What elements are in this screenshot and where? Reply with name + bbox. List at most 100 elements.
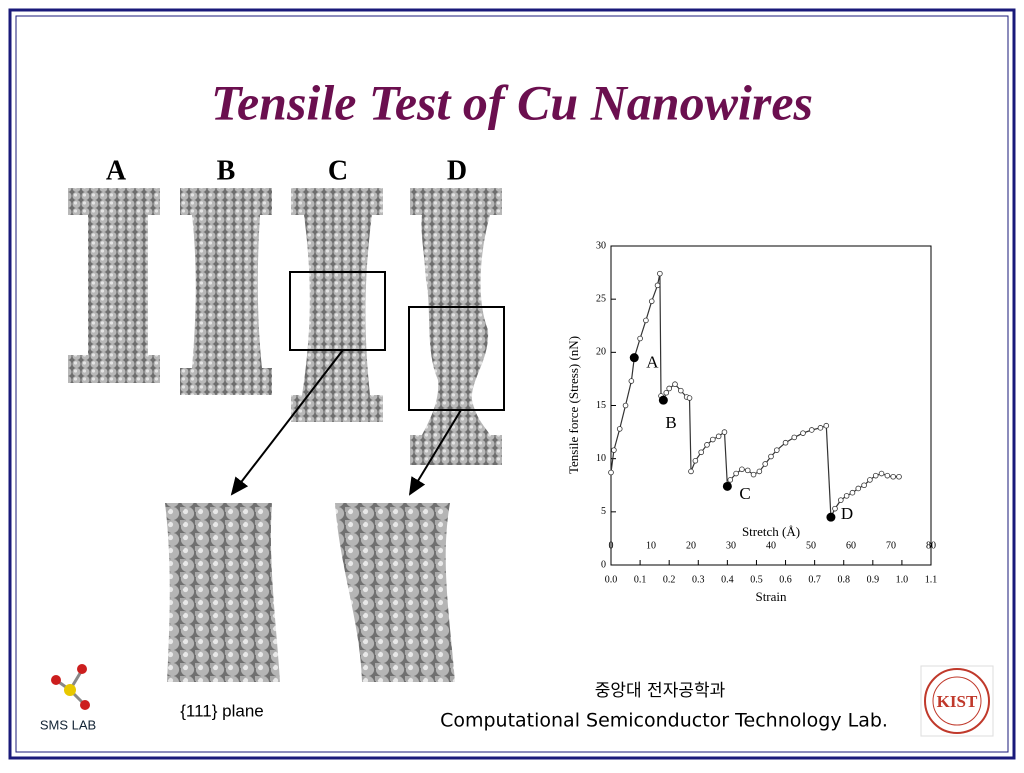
x2-tick-label: 10	[646, 540, 656, 551]
frame-inner	[15, 15, 1009, 753]
annotation-point	[722, 481, 732, 491]
data-point	[838, 497, 844, 503]
data-point	[663, 389, 670, 396]
zoom-image	[165, 503, 280, 682]
x-tick-label: 0.6	[779, 574, 792, 585]
data-point	[622, 402, 629, 409]
data-point	[782, 439, 789, 446]
x2-tick-label: 30	[726, 540, 736, 551]
x-tick-label: 0.5	[750, 574, 763, 585]
annotation-point	[826, 512, 836, 522]
data-point	[611, 447, 617, 453]
logo-text: SMS LAB	[40, 717, 96, 732]
data-point	[756, 468, 763, 475]
slide-title: Tensile Test of Cu Nanowires	[211, 74, 813, 130]
data-point	[704, 442, 710, 448]
x-tick-label: 0.2	[663, 574, 676, 585]
data-point	[616, 426, 623, 432]
panel-label: A	[106, 155, 127, 186]
x-tick-label: 0.3	[692, 574, 705, 585]
y-tick-label: 5	[601, 506, 606, 517]
panel-label: C	[328, 155, 348, 186]
zoom-box	[408, 306, 505, 411]
data-point	[744, 467, 751, 474]
data-point	[878, 470, 885, 477]
x-tick-label: 0.7	[808, 574, 821, 585]
x2-tick-label: 20	[686, 540, 696, 551]
y-tick-label: 15	[596, 400, 606, 411]
data-point	[823, 422, 830, 429]
panel-label: D	[447, 155, 467, 186]
data-point	[727, 477, 734, 483]
x2-tick-label: 60	[846, 540, 856, 551]
data-point	[686, 395, 693, 401]
annotation-label: D	[841, 504, 853, 523]
x-tick-label: 0.8	[837, 574, 850, 585]
sms-logo: SMS LAB	[40, 664, 96, 732]
footer-lab: Computational Semiconductor Technology L…	[440, 710, 888, 732]
annotation-label: C	[739, 484, 750, 503]
data-point	[733, 470, 739, 477]
x2-axis-label: Stretch (Å)	[742, 524, 800, 539]
x2-tick-label: 0	[609, 540, 614, 551]
chart: Strain Stretch (Å) Tensile force (Stress…	[566, 240, 937, 604]
data-point	[657, 270, 663, 277]
arrow	[408, 409, 462, 496]
x2-tick-label: 50	[806, 540, 816, 551]
data-point	[872, 472, 879, 479]
data-point	[648, 298, 655, 305]
data-point	[721, 429, 728, 435]
data-point	[710, 436, 716, 443]
data-point	[884, 472, 891, 479]
data-point	[808, 427, 815, 433]
data-point	[692, 457, 699, 464]
frame-outer	[8, 8, 1016, 760]
data-point	[643, 317, 649, 324]
data-point	[637, 335, 643, 342]
data-point	[762, 461, 768, 467]
data-point	[739, 466, 745, 473]
data-point	[715, 433, 722, 440]
data-point	[800, 430, 806, 436]
x-tick-label: 1.1	[925, 574, 938, 585]
zoom-caption: {111} plane	[180, 701, 264, 720]
data-point	[890, 473, 896, 480]
data-point	[774, 447, 780, 453]
data-point	[849, 489, 856, 496]
annotation-point	[629, 353, 639, 363]
data-point	[832, 505, 838, 512]
nanowire	[68, 188, 160, 383]
nanowire	[291, 188, 383, 422]
data-point	[608, 469, 614, 476]
y-axis-label: Tensile force (Stress) (nN)	[566, 336, 581, 474]
data-point	[817, 425, 824, 431]
data-point	[698, 449, 704, 456]
annotation-point	[658, 395, 668, 405]
x2-tick-label: 70	[886, 540, 896, 551]
logo-text: KIST	[937, 692, 978, 711]
x-tick-label: 1.0	[896, 574, 909, 585]
data-point	[855, 485, 862, 492]
data-point	[672, 381, 678, 388]
kist-logo: KIST	[920, 665, 994, 737]
data-point	[750, 471, 757, 478]
x-tick-label: 0.0	[605, 574, 618, 585]
data-point	[843, 493, 850, 499]
data-point	[791, 434, 798, 441]
zoom-box	[289, 271, 386, 351]
y-tick-label: 10	[596, 453, 606, 464]
annotation-label: A	[646, 353, 659, 372]
data-point	[666, 385, 672, 392]
y-tick-label: 25	[596, 293, 606, 304]
y-tick-label: 30	[596, 240, 606, 251]
x2-tick-label: 80	[926, 540, 936, 551]
data-point	[688, 468, 694, 475]
arrow	[230, 349, 344, 496]
y-tick-label: 0	[601, 559, 606, 570]
data-point	[768, 453, 774, 460]
data-point	[861, 482, 867, 489]
nanowire	[180, 188, 272, 395]
annotation-label: B	[665, 413, 676, 432]
data-point	[867, 477, 873, 483]
